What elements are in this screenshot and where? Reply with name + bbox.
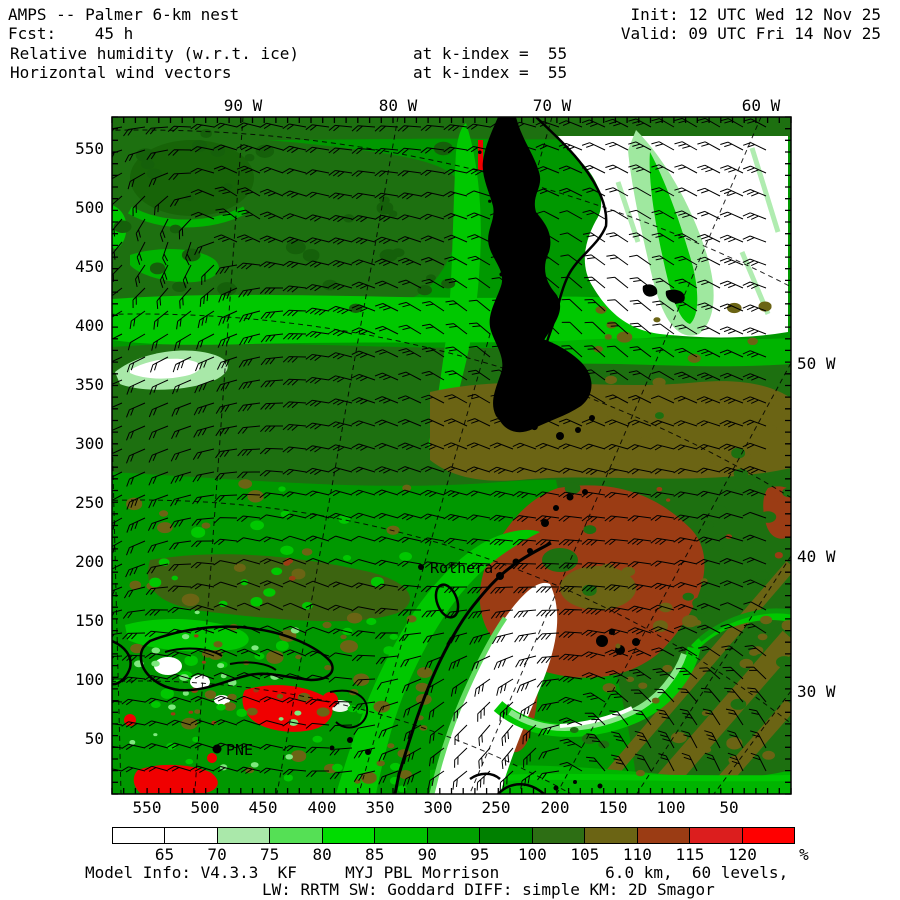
model-info-line2: LW: RRTM SW: Goddard DIFF: simple KM: 2D… — [262, 880, 715, 899]
colorbar — [112, 827, 795, 844]
colorbar-label: 75 — [259, 845, 280, 864]
map-frame — [111, 116, 792, 795]
level-line-2: at k-index = 55 — [413, 63, 568, 82]
axis-label: 450 — [248, 798, 278, 817]
axis-label: 50 — [719, 798, 739, 817]
colorbar-segment — [165, 828, 218, 843]
colorbar-label: 80 — [312, 845, 332, 864]
colorbar-label: 85 — [365, 845, 385, 864]
field-name-2: Horizontal wind vectors — [10, 63, 232, 82]
axis-label: 550 — [132, 798, 162, 817]
colorbar-segment — [113, 828, 166, 843]
axis-label: 50 — [84, 729, 104, 748]
axis-label: 50 W — [797, 354, 836, 373]
axis-label: 500 — [190, 798, 220, 817]
axis-label: 500 — [75, 198, 104, 217]
axis-label: 70 W — [532, 96, 572, 115]
level-line-1: at k-index = 55 — [413, 44, 568, 63]
axis-label: 550 — [75, 139, 104, 158]
forecast-hour: Fcst: 45 h — [8, 24, 134, 43]
colorbar-label: 65 — [154, 845, 175, 864]
station-marker — [418, 564, 424, 570]
field-name-1: Relative humidity (w.r.t. ice) — [10, 44, 299, 63]
colorbar-segment — [427, 828, 481, 843]
axis-label: 300 — [75, 434, 104, 453]
model-info-line1: Model Info: V4.3.3 KF MYJ PBL Morrison 6… — [85, 863, 789, 882]
colorbar-label: % — [799, 845, 809, 864]
colorbar-segment — [532, 828, 586, 843]
axis-label: 250 — [481, 798, 511, 817]
valid-time: Valid: 09 UTC Fri 14 Nov 25 — [620, 24, 881, 43]
colorbar-segment — [270, 828, 323, 843]
axis-label: 250 — [75, 493, 104, 512]
axis-label: 80 W — [378, 96, 418, 115]
axis-label: 300 — [423, 798, 453, 817]
axis-label: 90 W — [223, 96, 263, 115]
colorbar-segment — [585, 828, 638, 843]
station-marker — [212, 744, 222, 754]
axis-label: 40 W — [797, 547, 836, 566]
init-time: Init: 12 UTC Wed 12 Nov 25 — [630, 5, 881, 24]
axis-label: 100 — [75, 670, 104, 689]
axis-label: 150 — [598, 798, 628, 817]
colorbar-segment — [375, 828, 428, 843]
axis-label: 400 — [75, 316, 104, 335]
page-title: AMPS -- Palmer 6-km nest — [8, 5, 240, 24]
axis-label: 200 — [540, 798, 570, 817]
axis-label: 450 — [75, 257, 104, 276]
axis-label: 60 W — [741, 96, 781, 115]
axis-label: 200 — [75, 552, 104, 571]
station-label: Rothera — [430, 559, 493, 577]
axis-label: 350 — [75, 375, 104, 394]
colorbar-segment — [637, 828, 691, 843]
colorbar-label: 90 — [417, 845, 437, 864]
colorbar-segment — [690, 828, 743, 843]
colorbar-segment — [322, 828, 376, 843]
colorbar-segment — [480, 828, 533, 843]
station-label: PNE — [226, 741, 253, 759]
colorbar-segment — [217, 828, 271, 843]
axis-label: 30 W — [797, 682, 836, 701]
colorbar-label: 115 — [675, 845, 705, 864]
colorbar-segment — [742, 828, 795, 843]
colorbar-label: 95 — [470, 845, 490, 864]
colorbar-label: 70 — [207, 845, 227, 864]
field-texture — [113, 128, 791, 793]
colorbar-label: 105 — [570, 845, 600, 864]
axis-label: 400 — [307, 798, 337, 817]
axis-label: 150 — [75, 611, 104, 630]
axis-label: 350 — [365, 798, 395, 817]
colorbar-label: 120 — [728, 845, 757, 864]
colorbar-label: 100 — [517, 845, 547, 864]
colorbar-label: 110 — [622, 845, 652, 864]
station-markers: PNE Rothera — [212, 559, 493, 759]
axis-label: 100 — [656, 798, 686, 817]
